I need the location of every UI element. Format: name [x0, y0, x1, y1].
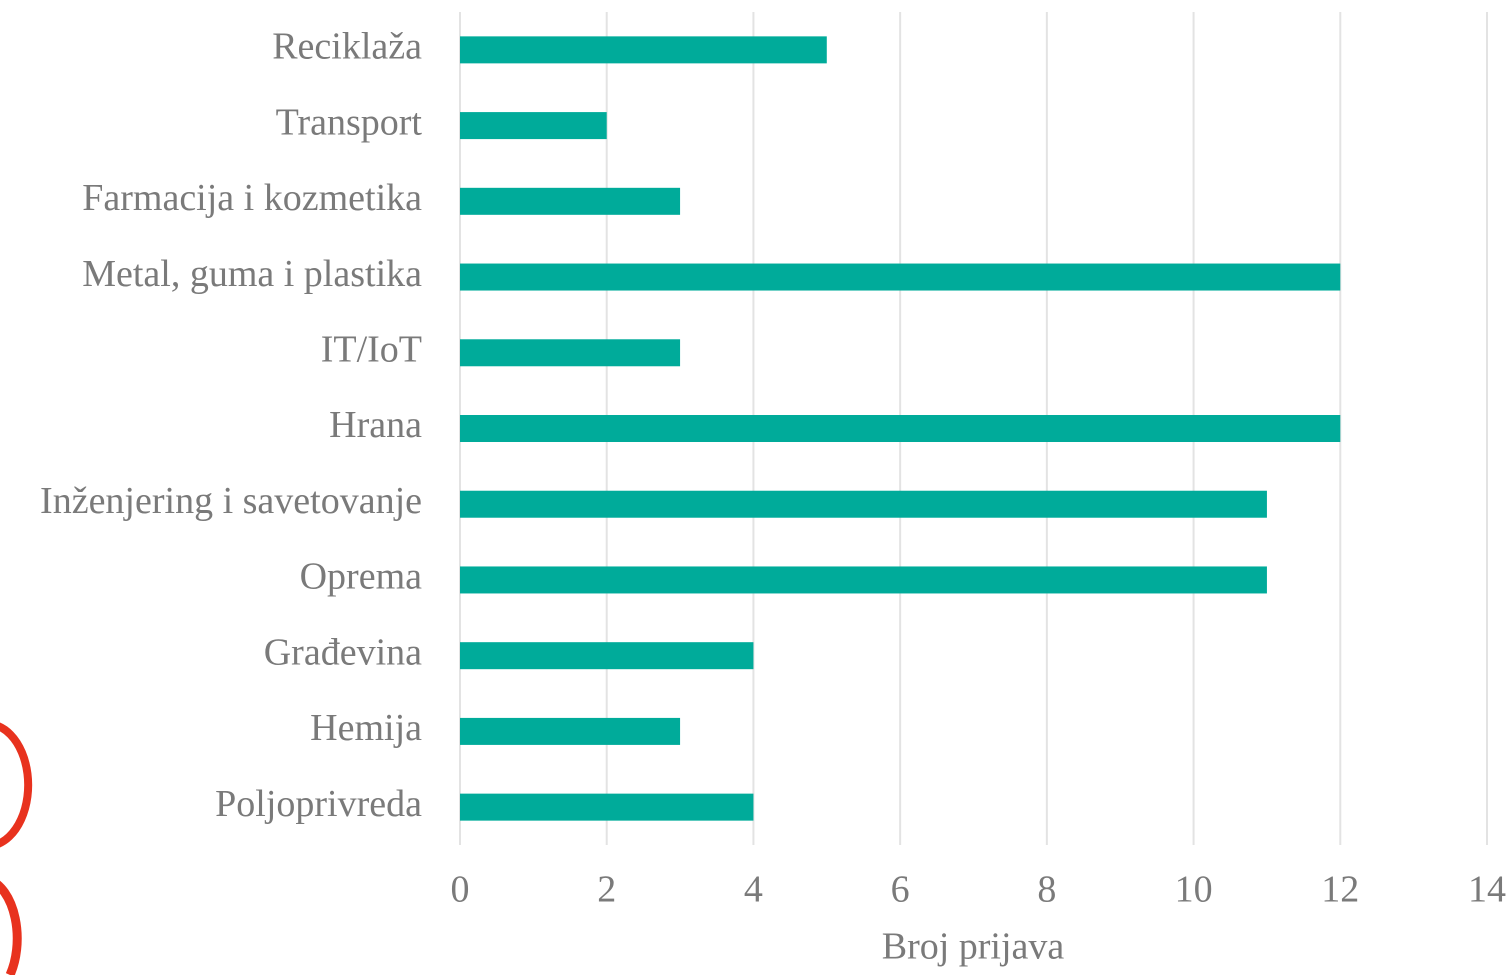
y-tick-label: Oprema: [300, 556, 423, 598]
bar: [460, 187, 681, 215]
x-tick-label: 0: [451, 869, 470, 911]
x-tick-label: 10: [1175, 869, 1213, 911]
y-tick-label: IT/IoT: [321, 328, 422, 370]
bar: [460, 339, 681, 367]
y-tick-label: Metal, guma i plastika: [82, 253, 422, 295]
y-tick-label: Građevina: [264, 631, 422, 673]
bar: [460, 415, 1341, 442]
y-tick-label: Transport: [276, 101, 423, 143]
decoration: [0, 722, 33, 848]
y-tick-label: Reciklaža: [272, 26, 422, 68]
y-tick-label: Inženjering i savetovanje: [40, 480, 422, 522]
x-tick-label: 12: [1321, 869, 1359, 911]
decoration: [0, 880, 22, 975]
bar: [460, 717, 681, 745]
x-tick-label: 8: [1037, 869, 1056, 911]
x-axis-label: Broj prijava: [882, 926, 1065, 968]
x-tick-label: 6: [891, 869, 910, 911]
y-tick-label: Poljoprivreda: [215, 783, 422, 825]
y-tick-label: Farmacija i kozmetika: [82, 177, 422, 219]
bar: [460, 36, 827, 64]
x-tick-label: 4: [744, 869, 763, 911]
bar: [460, 642, 754, 670]
x-tick-label: 14: [1468, 869, 1506, 911]
x-tick-label: 2: [597, 869, 616, 911]
bar: [460, 112, 607, 140]
bar: [460, 263, 1341, 291]
bar: [460, 566, 1267, 594]
y-tick-label: Hemija: [310, 707, 422, 749]
y-tick-label: Hrana: [329, 404, 422, 446]
bar: [460, 793, 754, 821]
bar: [460, 490, 1267, 518]
